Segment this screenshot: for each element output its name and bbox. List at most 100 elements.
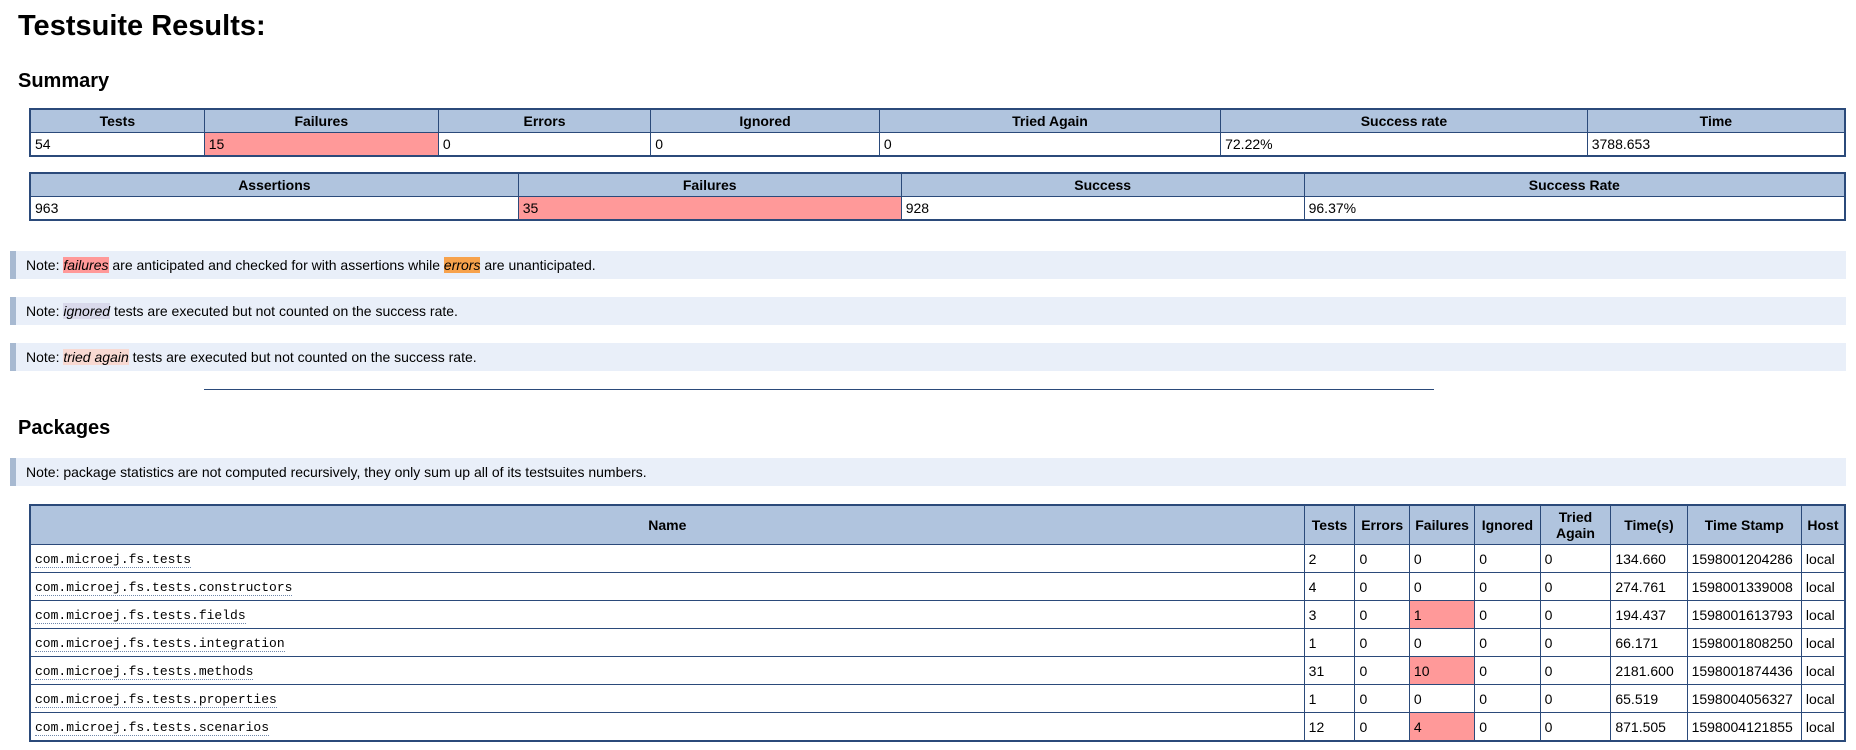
summary-tests-header-row: Tests Failures Errors Ignored Tried Agai… — [29, 108, 1846, 133]
note-tried-again: Note: tried again tests are executed but… — [10, 343, 1846, 371]
package-host-cell: local — [1800, 684, 1846, 713]
note-failures-errors: Note: failures are anticipated and check… — [10, 251, 1846, 279]
tried-again-highlight: tried again — [63, 349, 129, 365]
package-name-cell: com.microej.fs.tests.integration — [29, 628, 1305, 657]
package-tests-cell: 2 — [1303, 544, 1356, 573]
package-failures-cell: 0 — [1408, 628, 1476, 657]
package-time-cell: 66.171 — [1610, 628, 1688, 657]
summary-tests-data-row: 54 15 0 0 0 72.22% 3788.653 — [29, 132, 1846, 157]
summary-assertions-table: Assertions Failures Success Success Rate… — [29, 172, 1846, 221]
assertion-failures-value: 35 — [517, 196, 902, 221]
pkg-ignored-header: Ignored — [1474, 504, 1541, 545]
package-name-cell: com.microej.fs.tests.fields — [29, 600, 1305, 629]
package-errors-cell: 0 — [1354, 572, 1410, 601]
failures-header: Failures — [203, 108, 439, 133]
package-errors-cell: 0 — [1354, 600, 1410, 629]
package-tests-cell: 4 — [1303, 572, 1356, 601]
package-host-cell: local — [1800, 628, 1846, 657]
package-link[interactable]: com.microej.fs.tests.integration — [35, 636, 285, 652]
assertion-success-header: Success — [900, 172, 1305, 197]
package-time-cell: 134.660 — [1610, 544, 1688, 573]
package-host-cell: local — [1800, 600, 1846, 629]
package-link[interactable]: com.microej.fs.tests.methods — [35, 664, 254, 680]
ignored-value: 0 — [650, 132, 880, 157]
package-tried-again-cell: 0 — [1539, 544, 1612, 573]
note-text: tests are executed but not counted on th… — [110, 303, 458, 319]
package-row: com.microej.fs.tests 2 0 0 0 0 134.660 1… — [29, 544, 1846, 573]
package-ignored-cell: 0 — [1474, 712, 1541, 742]
package-tests-cell: 1 — [1303, 628, 1356, 657]
assertions-header-row: Assertions Failures Success Success Rate — [29, 172, 1846, 197]
package-link[interactable]: com.microej.fs.tests.constructors — [35, 580, 293, 596]
package-ignored-cell: 0 — [1474, 684, 1541, 713]
package-link[interactable]: com.microej.fs.tests.properties — [35, 692, 277, 708]
time-value: 3788.653 — [1586, 132, 1846, 157]
section-divider — [204, 389, 1435, 390]
time-header: Time — [1586, 108, 1846, 133]
assertion-success-rate-header: Success Rate — [1303, 172, 1846, 197]
note-ignored: Note: ignored tests are executed but not… — [10, 297, 1846, 325]
package-row: com.microej.fs.tests.methods 31 0 10 0 0… — [29, 656, 1846, 685]
tests-header: Tests — [29, 108, 205, 133]
packages-table: Name Tests Errors Failures Ignored Tried… — [29, 504, 1846, 742]
note-text: tests are executed but not counted on th… — [128, 349, 477, 365]
tried-again-value: 0 — [878, 132, 1222, 157]
package-name-cell: com.microej.fs.tests.constructors — [29, 572, 1305, 601]
note-text: Note: — [26, 257, 64, 273]
package-name-cell: com.microej.fs.tests.properties — [29, 684, 1305, 713]
packages-table-body: com.microej.fs.tests 2 0 0 0 0 134.660 1… — [29, 544, 1846, 742]
package-host-cell: local — [1800, 656, 1846, 685]
package-errors-cell: 0 — [1354, 628, 1410, 657]
note-text: are anticipated and checked for with ass… — [108, 257, 444, 273]
package-time-cell: 2181.600 — [1610, 656, 1688, 685]
package-link[interactable]: com.microej.fs.tests — [35, 552, 192, 568]
package-row: com.microej.fs.tests.properties 1 0 0 0 … — [29, 684, 1846, 713]
assertions-data-row: 963 35 928 96.37% — [29, 196, 1846, 221]
package-row: com.microej.fs.tests.constructors 4 0 0 … — [29, 572, 1846, 601]
pkg-tried-again-header: Tried Again — [1539, 504, 1612, 545]
page-title: Testsuite Results: — [18, 10, 266, 42]
errors-header: Errors — [437, 108, 652, 133]
package-host-cell: local — [1800, 544, 1846, 573]
package-ignored-cell: 0 — [1474, 656, 1541, 685]
assertions-value: 963 — [29, 196, 519, 221]
package-row: com.microej.fs.tests.integration 1 0 0 0… — [29, 628, 1846, 657]
package-tests-cell: 12 — [1303, 712, 1356, 742]
package-timestamp-cell: 1598001874436 — [1686, 656, 1802, 685]
packages-heading: Packages — [18, 417, 111, 439]
package-tests-cell: 31 — [1303, 656, 1356, 685]
package-timestamp-cell: 1598001204286 — [1686, 544, 1802, 573]
package-tests-cell: 1 — [1303, 684, 1356, 713]
package-failures-cell: 10 — [1408, 656, 1476, 685]
package-host-cell: local — [1800, 712, 1846, 742]
package-row: com.microej.fs.tests.fields 3 0 1 0 0 19… — [29, 600, 1846, 629]
pkg-tests-header: Tests — [1303, 504, 1356, 545]
pkg-failures-header: Failures — [1408, 504, 1476, 545]
ignored-highlight: ignored — [63, 303, 111, 319]
package-timestamp-cell: 1598001613793 — [1686, 600, 1802, 629]
pkg-timestamp-header: Time Stamp — [1686, 504, 1802, 545]
assertion-success-value: 928 — [900, 196, 1305, 221]
pkg-time-header: Time(s) — [1610, 504, 1688, 545]
package-ignored-cell: 0 — [1474, 544, 1541, 573]
package-name-cell: com.microej.fs.tests.scenarios — [29, 712, 1305, 742]
errors-value: 0 — [437, 132, 652, 157]
tried-again-header: Tried Again — [878, 108, 1222, 133]
package-errors-cell: 0 — [1354, 712, 1410, 742]
package-link[interactable]: com.microej.fs.tests.scenarios — [35, 720, 270, 736]
package-tests-cell: 3 — [1303, 600, 1356, 629]
package-link[interactable]: com.microej.fs.tests.fields — [35, 608, 246, 624]
package-failures-cell: 1 — [1408, 600, 1476, 629]
assertion-failures-header: Failures — [517, 172, 902, 197]
package-tried-again-cell: 0 — [1539, 684, 1612, 713]
note-text: Note: — [26, 349, 64, 365]
package-time-cell: 274.761 — [1610, 572, 1688, 601]
name-header: Name — [29, 504, 1305, 545]
package-tried-again-cell: 0 — [1539, 628, 1612, 657]
package-name-cell: com.microej.fs.tests.methods — [29, 656, 1305, 685]
package-time-cell: 194.437 — [1610, 600, 1688, 629]
tests-value: 54 — [29, 132, 205, 157]
pkg-host-header: Host — [1800, 504, 1846, 545]
package-host-cell: local — [1800, 572, 1846, 601]
package-time-cell: 871.505 — [1610, 712, 1688, 742]
